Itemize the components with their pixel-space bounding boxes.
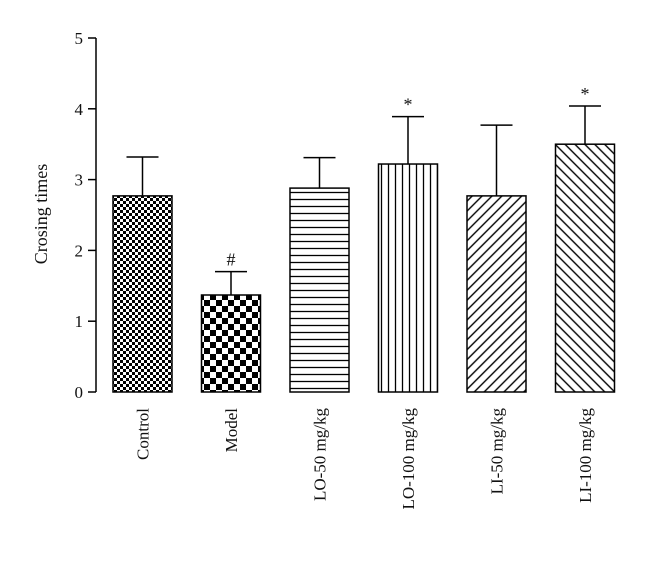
significance-marker: * — [404, 95, 413, 115]
bars — [112, 143, 616, 393]
y-tick-label: 3 — [75, 171, 84, 190]
y-axis-ticks: 0 1 2 3 4 5 — [75, 29, 96, 402]
category-label: LO-50 mg/kg — [311, 408, 330, 502]
bar-lo-50-mg-kg — [289, 187, 350, 393]
bar-control — [112, 195, 173, 393]
bar-lo-100-mg-kg — [377, 163, 439, 393]
bar-model — [200, 294, 262, 393]
bar-li-100-mg-kg — [554, 143, 616, 393]
category-label: LO-100 mg/kg — [399, 408, 418, 510]
bar-li-50-mg-kg — [466, 195, 527, 393]
significance-marker: # — [227, 250, 236, 270]
y-axis-label: Crosing times — [31, 164, 51, 265]
y-tick-label: 0 — [75, 383, 84, 402]
error-bars — [126, 105, 601, 296]
y-tick-label: 1 — [75, 312, 84, 331]
y-tick-label: 2 — [75, 241, 84, 260]
category-label: Control — [134, 408, 153, 460]
y-tick-label: 5 — [75, 29, 84, 48]
x-axis-category-labels: Control Model LO-50 mg/kg LO-100 mg/kg LI-50… — [134, 408, 596, 510]
significance-marker: * — [581, 84, 590, 104]
significance-annotations: # * * — [227, 84, 590, 270]
category-label: LI-50 mg/kg — [488, 408, 507, 495]
category-label: Model — [222, 408, 241, 453]
y-tick-label: 4 — [75, 100, 84, 119]
category-label: LI-100 mg/kg — [576, 408, 595, 503]
